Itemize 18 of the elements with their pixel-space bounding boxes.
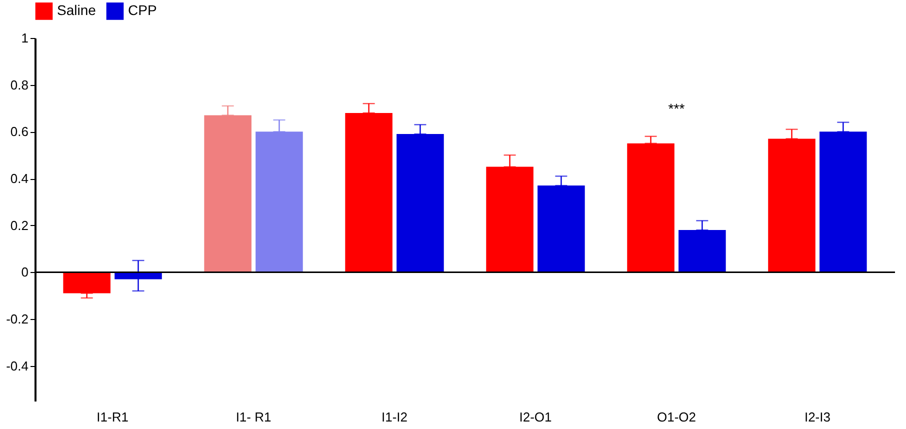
y-tick-label: 0.4: [10, 171, 28, 186]
y-tick-label: 1: [21, 30, 28, 46]
y-tick-label: 0.6: [10, 124, 28, 140]
x-tick-label: I1-R1: [96, 410, 128, 424]
legend-label: CPP: [128, 2, 157, 18]
y-tick-label: 0.8: [10, 77, 28, 92]
annotation: ***: [668, 100, 686, 116]
y-tick-label: -0.2: [6, 312, 28, 327]
x-tick-label: I2-I3: [804, 410, 830, 424]
x-tick-label: O1-O2: [656, 410, 696, 424]
legend-label: Saline: [57, 2, 96, 18]
y-tick-label: -0.4: [6, 358, 28, 374]
x-tick-label: I1- R1: [236, 410, 272, 424]
x-tick-label: I1-I2: [382, 410, 408, 424]
bar: [63, 272, 110, 294]
y-tick-label: 0.2: [10, 218, 28, 233]
y-tick-label: 0: [21, 264, 28, 280]
x-tick-label: I2-O1: [519, 410, 552, 424]
